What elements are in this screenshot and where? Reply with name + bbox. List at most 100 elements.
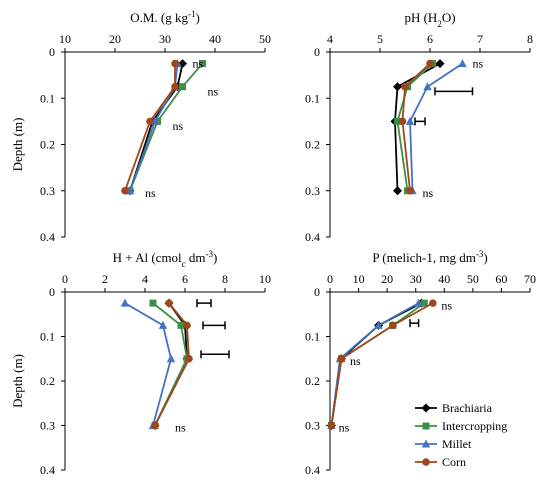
- x-tick-label: 6: [427, 32, 433, 46]
- data-point: [154, 117, 161, 125]
- panel-4: 0 10 20 30 40 50 60 70 0 0.1 0.2 0.3 0.4 P (melich-1,…: [305, 249, 536, 477]
- y-tick-label: 0.4: [40, 230, 55, 244]
- title-tail: ): [483, 250, 487, 265]
- series-corn: [398, 59, 434, 195]
- series-millet: [120, 298, 176, 429]
- series-line: [409, 62, 463, 191]
- x-tick-label: 50: [467, 272, 479, 286]
- error-bar: [202, 321, 226, 330]
- data-point: [405, 116, 415, 125]
- data-point: [165, 299, 173, 307]
- series-line: [330, 302, 420, 426]
- legend-label: Millet: [442, 437, 472, 451]
- x-tick-label: 0: [62, 272, 68, 286]
- error-bar: [200, 350, 230, 359]
- data-point: [327, 421, 336, 430]
- data-point: [394, 117, 401, 125]
- data-point: [151, 421, 159, 430]
- x-tick-label: 5: [377, 32, 383, 46]
- annotation-ns: ns: [423, 186, 434, 200]
- y-tick-label: 0.4: [305, 463, 320, 477]
- legend-item-millet: Millet: [415, 437, 472, 451]
- y-axis-label: Depth (m): [10, 118, 25, 172]
- x-tick-label: 50: [259, 32, 271, 46]
- y-tick-label: 0.2: [305, 138, 320, 152]
- series-line: [396, 62, 434, 191]
- data-point: [406, 186, 414, 195]
- y-tick-label: 0.4: [305, 230, 320, 244]
- title-main: O.M. (g kg: [130, 10, 188, 25]
- y-tick-label: 0.3: [40, 419, 55, 433]
- data-point: [426, 59, 434, 68]
- panel-title: O.M. (g kg-1): [130, 9, 200, 25]
- title-tail: O): [442, 10, 456, 25]
- series-line: [124, 63, 176, 192]
- x-tick-label: 10: [59, 32, 71, 46]
- data-point: [401, 82, 409, 91]
- x-tick-label: 30: [410, 272, 422, 286]
- legend-item-corn: Corn: [415, 455, 466, 469]
- title-main: P (melich-1, mg dm: [372, 250, 476, 265]
- data-point: [185, 354, 193, 363]
- x-tick-label: 4: [327, 32, 333, 46]
- legend-label: Corn: [442, 455, 466, 469]
- data-point: [414, 298, 423, 307]
- series-corn: [327, 299, 437, 430]
- panel-3: 0 2 4 6 8 10 0 0.1 0.2 0.3 0.4 H + Al (cmolc dm-3) D…: [10, 249, 271, 477]
- annotation-ns: ns: [208, 84, 219, 98]
- title-superscript: -3: [206, 249, 214, 259]
- x-tick-label: 20: [381, 272, 393, 286]
- y-tick-label: 0: [49, 45, 55, 59]
- data-point: [337, 354, 346, 363]
- annotation-ns: ns: [350, 354, 361, 368]
- annotation-ns: ns: [193, 57, 204, 71]
- error-bar: [434, 87, 474, 96]
- series-line: [129, 62, 204, 192]
- data-point: [171, 59, 179, 68]
- data-point: [374, 320, 383, 329]
- legend: Brachiaria Intercropping Millet Corn: [415, 401, 507, 469]
- annotation-ns: ns: [473, 57, 484, 71]
- series-line: [124, 302, 172, 426]
- annotation-ns: ns: [173, 119, 184, 133]
- legend-item-brachiaria: Brachiaria: [415, 401, 493, 415]
- x-tick-label: 30: [159, 32, 171, 46]
- data-point: [146, 117, 154, 126]
- x-tick-label: 20: [109, 32, 121, 46]
- annotation-ns: ns: [339, 421, 350, 435]
- series-line: [129, 63, 179, 192]
- y-tick-label: 0.1: [305, 91, 320, 105]
- panel-1: 10 20 30 40 50 0 0.1 0.2 0.3 0.4 O.M. (g kg-1) Dept…: [10, 9, 271, 244]
- series-line: [401, 62, 431, 191]
- legend-label: Intercropping: [442, 419, 507, 433]
- title-superscript: -3: [476, 249, 484, 259]
- legend-marker: [422, 422, 430, 430]
- data-point: [393, 82, 402, 92]
- x-tick-label: 70: [524, 272, 536, 286]
- title-superscript: -1: [188, 9, 196, 19]
- data-point: [393, 186, 402, 196]
- series-line: [154, 302, 188, 426]
- data-point: [458, 59, 467, 68]
- annotation-ns: ns: [175, 421, 186, 435]
- x-tick-label: 40: [438, 272, 450, 286]
- data-point: [158, 320, 168, 329]
- title-main: H + Al (cmol: [113, 250, 182, 265]
- error-bar: [409, 319, 420, 328]
- y-tick-label: 0.1: [40, 330, 55, 344]
- data-point: [149, 299, 157, 307]
- series-line: [330, 302, 422, 426]
- data-point: [423, 82, 432, 91]
- data-point: [179, 83, 186, 91]
- y-tick-label: 0.3: [305, 419, 320, 433]
- annotation-ns: ns: [441, 298, 452, 312]
- y-tick-label: 0.2: [40, 374, 55, 388]
- error-bar: [414, 117, 426, 126]
- legend-marker: [421, 439, 431, 448]
- series-intercropping: [394, 60, 436, 195]
- data-point: [177, 321, 185, 329]
- x-tick-label: 60: [495, 272, 507, 286]
- y-tick-label: 0.3: [40, 184, 55, 198]
- legend-item-intercropping: Intercropping: [415, 419, 507, 433]
